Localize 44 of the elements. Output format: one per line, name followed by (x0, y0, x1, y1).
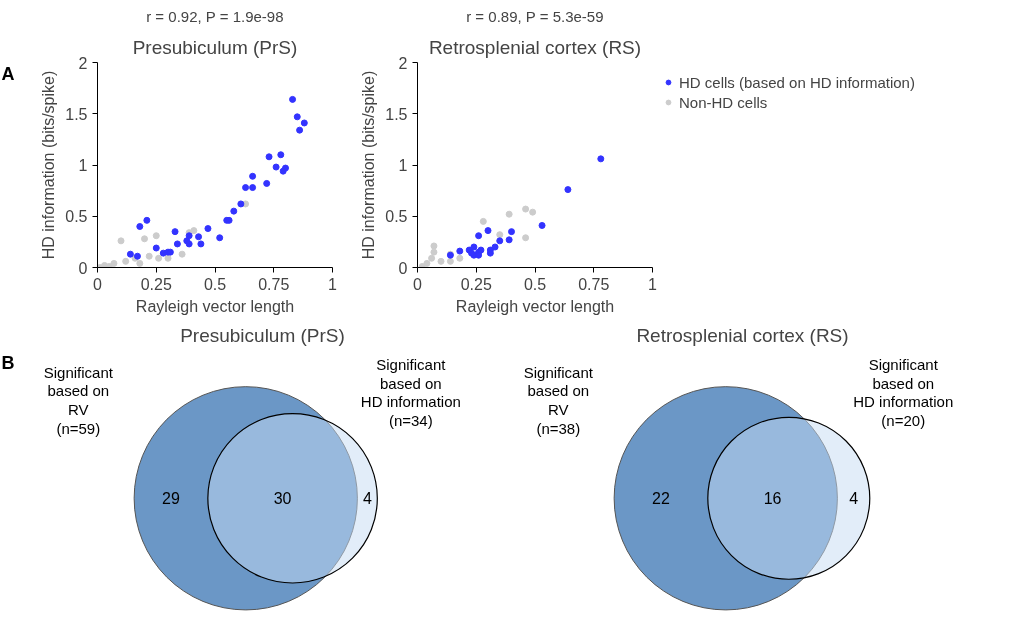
text: Retrosplenial cortex (RS) (636, 324, 849, 346)
y-axis-title: HD information (bits/spike) (40, 70, 58, 260)
text: B (1, 353, 15, 374)
y-tick-label: 2 (398, 54, 408, 72)
x-tick-label: 0 (93, 275, 103, 293)
y-axis-title: HD information (bits/spike) (360, 70, 378, 260)
x-tick-label: 0.5 (523, 275, 547, 293)
chart-title: Presubiculum (PrS) (132, 36, 298, 58)
x-axis-title: Rayleigh vector length (135, 297, 295, 315)
x-tick-label: 0 (413, 275, 423, 293)
data-label: 29 (162, 490, 180, 508)
data-label: 4 (849, 490, 859, 508)
text: A (1, 64, 15, 85)
y-tick-label: 0.5 (65, 208, 88, 226)
x-tick-label: 0.25 (140, 275, 172, 293)
x-tick-label: 0.25 (460, 275, 492, 293)
legend-label: Non-HD cells (679, 93, 768, 111)
data-label: 16 (763, 490, 782, 508)
data-label: 30 (273, 490, 292, 508)
y-tick-label: 0.5 (385, 208, 408, 226)
x-tick-label: 0.75 (578, 275, 610, 293)
x-axis-title: Rayleigh vector length (455, 297, 615, 315)
data-label: 4 (362, 490, 372, 508)
data-label: 22 (652, 490, 670, 508)
y-tick-label: 1.5 (65, 105, 88, 123)
y-tick-label: 1 (78, 157, 88, 174)
y-tick-label: 1 (398, 157, 408, 174)
legend-label: HD cells (based on HD information) (679, 73, 915, 91)
text: Significant based on HD information (n=34) (360, 355, 461, 430)
chart-subtitle: r = 0.92, P = 1.9e-98 (146, 7, 284, 25)
chart-title: Retrosplenial cortex (RS) (428, 36, 642, 58)
text: Presubiculum (PrS) (180, 324, 345, 346)
y-tick-label: 0 (78, 259, 88, 277)
y-tick-label: 2 (78, 54, 88, 72)
y-tick-label: 1.5 (385, 105, 408, 123)
x-tick-label: 1 (328, 275, 338, 293)
x-tick-label: 1 (648, 275, 658, 293)
text: Significant based on HD information (n=20) (853, 355, 954, 430)
x-tick-label: 0.5 (203, 275, 227, 293)
text: Significant based on RV (n=59) (43, 363, 114, 437)
x-tick-label: 0.75 (258, 275, 290, 293)
y-tick-label: 0 (398, 259, 408, 277)
chart-subtitle: r = 0.89, P = 5.3e-59 (466, 7, 604, 25)
text: Significant based on RV (n=38) (523, 363, 594, 437)
